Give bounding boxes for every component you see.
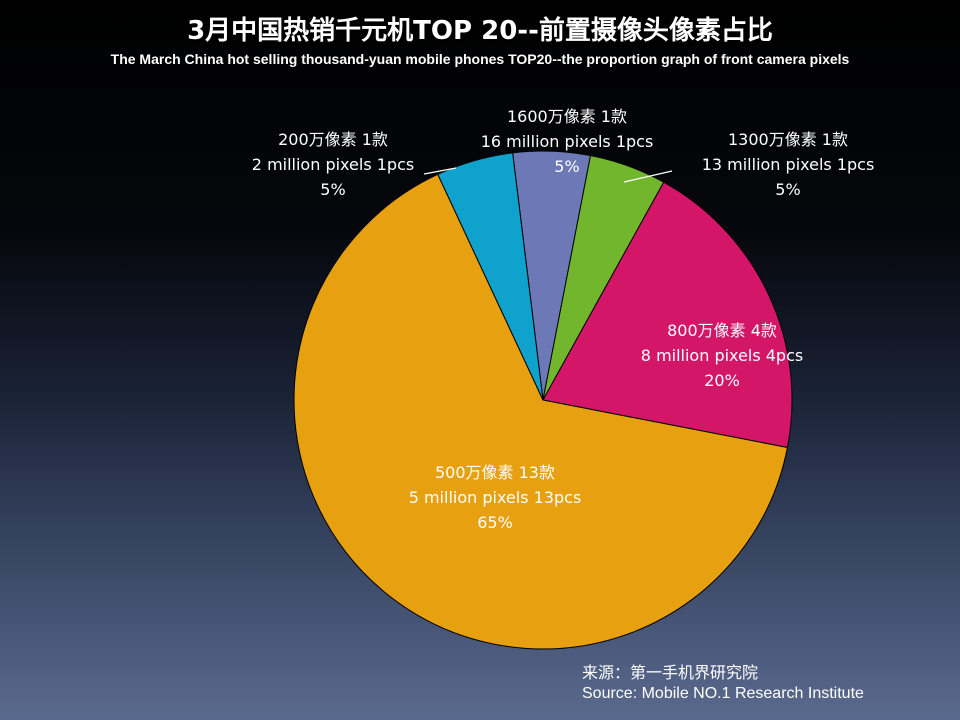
slice-label: 500万像素 13款 5 million pixels 13pcs 65% [409,463,582,532]
slice-label: 200万像素 1款 2 million pixels 1pcs 5% [252,130,414,199]
slice-label-line: 8 million pixels 4pcs [641,346,803,365]
slice-label: 1600万像素 1款 16 million pixels 1pcs 5% [481,107,654,176]
slice-label-line: 1600万像素 1款 [507,107,627,126]
leader-line [423,167,457,175]
leader-line [623,170,673,183]
slice-label-line: 5 million pixels 13pcs [409,488,582,507]
slice-label-line: 1300万像素 1款 [728,130,848,149]
slice-label-line: 5% [554,157,579,176]
slice-label-line: 200万像素 1款 [278,130,388,149]
slice-label-line: 5% [320,180,345,199]
source-cn: 来源：第一手机界研究院 [582,665,759,682]
slice-label-line: 2 million pixels 1pcs [252,155,414,174]
slice-labels: 1600万像素 1款 16 million pixels 1pcs 5%1300万像… [252,107,875,532]
slice-label-line: 5% [775,180,800,199]
leader-lines [423,167,673,183]
slice-label-line: 20% [704,371,740,390]
chart-subtitle: The March China hot selling thousand-yua… [110,51,850,67]
pie-slice [437,152,544,401]
slice-label-line: 500万像素 13款 [435,463,555,482]
slice-label-line: 800万像素 4款 [667,321,777,340]
slice-label-line: 16 million pixels 1pcs [481,132,654,151]
pie-slice [542,181,793,449]
slice-label: 800万像素 4款 8 million pixels 4pcs 20% [641,321,803,390]
pie-slices [293,150,793,650]
slice-label-line: 13 million pixels 1pcs [702,155,875,174]
slice-label: 1300万像素 1款 13 million pixels 1pcs 5% [702,130,875,199]
chart-title: 3月中国热销千元机TOP 20--前置摄像头像素占比 [187,16,773,46]
slice-label-line: 65% [477,513,513,532]
source-en: Source: Mobile NO.1 Research Institute [582,685,864,702]
pie-slice [293,173,789,650]
source-note: 来源：第一手机界研究院 Source: Mobile NO.1 Research… [582,664,864,704]
